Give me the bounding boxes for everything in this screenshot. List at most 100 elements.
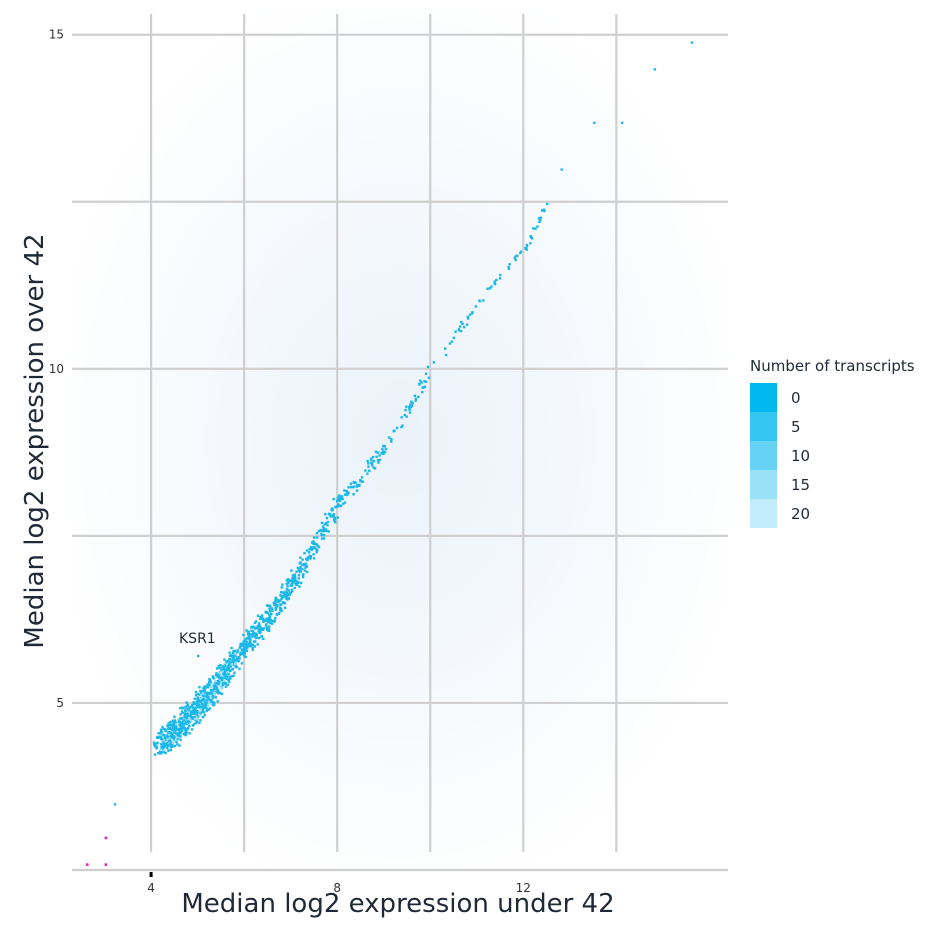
density-bin	[295, 583, 299, 586]
density-bin	[525, 248, 528, 251]
density-bin	[298, 570, 302, 574]
density-bin	[507, 265, 510, 269]
density-bin	[167, 744, 170, 747]
density-bin	[162, 750, 166, 754]
density-bin	[160, 737, 163, 741]
density-bin	[169, 723, 172, 726]
density-bin	[164, 729, 167, 733]
density-bin	[226, 683, 229, 687]
density-bin	[184, 716, 188, 719]
density-bin	[165, 734, 168, 737]
density-bin	[280, 586, 283, 589]
density-bin	[307, 551, 311, 554]
density-bin	[178, 723, 181, 727]
density-bin	[245, 646, 248, 650]
density-bin	[216, 675, 219, 678]
density-bin	[461, 322, 464, 326]
density-bin	[284, 590, 287, 593]
density-bin	[345, 489, 348, 493]
density-bin	[240, 648, 243, 651]
density-bin	[426, 365, 430, 369]
density-bin	[202, 696, 205, 700]
density-bin	[352, 485, 356, 488]
density-bin	[229, 657, 233, 660]
density-bin	[275, 613, 278, 616]
density-bin	[162, 733, 166, 737]
density-bin	[247, 635, 250, 638]
density-bin	[201, 708, 205, 711]
density-bin	[408, 405, 411, 409]
density-bin	[268, 610, 272, 613]
density-bin	[514, 255, 518, 258]
density-bin	[343, 493, 347, 496]
legend-entry: 10	[750, 441, 915, 470]
density-bin	[403, 413, 407, 417]
density-bin	[220, 687, 223, 690]
density-bin	[194, 721, 198, 725]
density-bin	[297, 577, 300, 580]
density-bin	[360, 476, 364, 479]
density-bin	[323, 533, 326, 537]
density-bin	[223, 678, 226, 682]
density-bin	[235, 656, 239, 660]
density-bin	[279, 609, 282, 612]
density-bin	[179, 733, 183, 737]
density-bin	[244, 655, 247, 659]
density-bin	[280, 597, 283, 601]
density-bin	[408, 407, 411, 411]
density-bin	[239, 645, 242, 648]
density-bin	[180, 729, 183, 733]
density-bin	[178, 744, 181, 747]
density-bin	[393, 429, 396, 432]
density-bin	[188, 714, 191, 718]
density-bin	[180, 721, 183, 725]
density-bin	[212, 686, 215, 689]
density-bin	[199, 689, 202, 693]
density-bin	[173, 715, 176, 718]
density-bin	[199, 713, 202, 717]
density-bin	[212, 701, 216, 704]
density-bin	[198, 721, 201, 725]
density-bin	[187, 714, 190, 718]
density-bin	[400, 425, 403, 429]
density-bin	[184, 713, 187, 716]
density-bin	[352, 481, 356, 484]
density-bin	[299, 556, 302, 559]
legend-swatch	[750, 499, 777, 528]
density-bin	[312, 557, 316, 560]
density-bin	[390, 438, 393, 441]
density-bin	[358, 484, 361, 488]
density-bin	[285, 582, 288, 585]
density-bin	[525, 243, 529, 247]
density-bin	[188, 706, 191, 709]
density-bin	[176, 732, 180, 735]
density-bin	[410, 404, 414, 407]
density-bin	[401, 424, 404, 427]
density-bin	[224, 685, 227, 688]
density-bin	[171, 745, 174, 748]
legend: Number of transcripts 0 5 10 15 20	[750, 357, 915, 528]
density-bin	[180, 710, 184, 713]
density-bin	[325, 516, 329, 520]
density-bin	[185, 704, 189, 708]
density-bin	[315, 543, 319, 546]
density-bin	[338, 494, 341, 497]
density-bin	[231, 668, 234, 671]
legend-entry: 0	[750, 383, 915, 412]
density-bin	[183, 715, 186, 718]
density-bin	[185, 730, 188, 734]
density-bin	[211, 682, 215, 685]
density-bin	[371, 455, 375, 459]
density-bin	[482, 299, 485, 302]
highlight-point	[149, 872, 153, 877]
density-bin	[160, 731, 164, 734]
density-bin	[519, 251, 522, 255]
density-bin	[229, 662, 232, 665]
density-bin	[248, 637, 252, 640]
density-bin	[270, 612, 273, 616]
density-bin	[205, 692, 209, 696]
density-bin	[301, 563, 304, 567]
density-bin	[381, 447, 384, 451]
density-bin	[274, 606, 277, 610]
density-bin	[296, 566, 300, 570]
